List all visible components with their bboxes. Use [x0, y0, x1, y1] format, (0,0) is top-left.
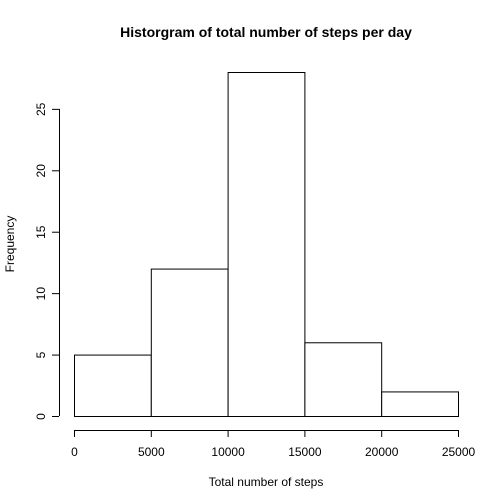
x-tick-label: 5000 [138, 445, 165, 459]
y-tick-label: 20 [34, 164, 48, 178]
bars-group [74, 72, 460, 418]
x-axis: 0 5000 10000 15000 20000 25000 [71, 430, 476, 459]
y-tick-label: 25 [34, 102, 48, 116]
x-tick-label: 10000 [211, 445, 245, 459]
histogram-bar-2 [227, 72, 306, 417]
x-tick-label: 15000 [288, 445, 322, 459]
y-axis-label: Frequency [3, 216, 17, 273]
y-tick-label: 0 [34, 413, 48, 420]
y-axis: 0 5 10 15 20 25 [34, 102, 60, 420]
x-tick-label: 20000 [365, 445, 399, 459]
x-tick-label: 0 [71, 445, 78, 459]
y-tick-label: 5 [34, 351, 48, 358]
histogram-bar-3 [304, 342, 383, 417]
histogram-bar-1 [150, 268, 229, 418]
x-tick-label: 25000 [442, 445, 476, 459]
histogram-bar-0 [74, 354, 152, 418]
chart-title: Historgram of total number of steps per … [120, 24, 412, 40]
x-axis-label: Total number of steps [209, 475, 324, 489]
y-tick-label: 15 [34, 225, 48, 239]
y-tick-label: 10 [34, 287, 48, 301]
histogram-bar-4 [381, 391, 460, 417]
